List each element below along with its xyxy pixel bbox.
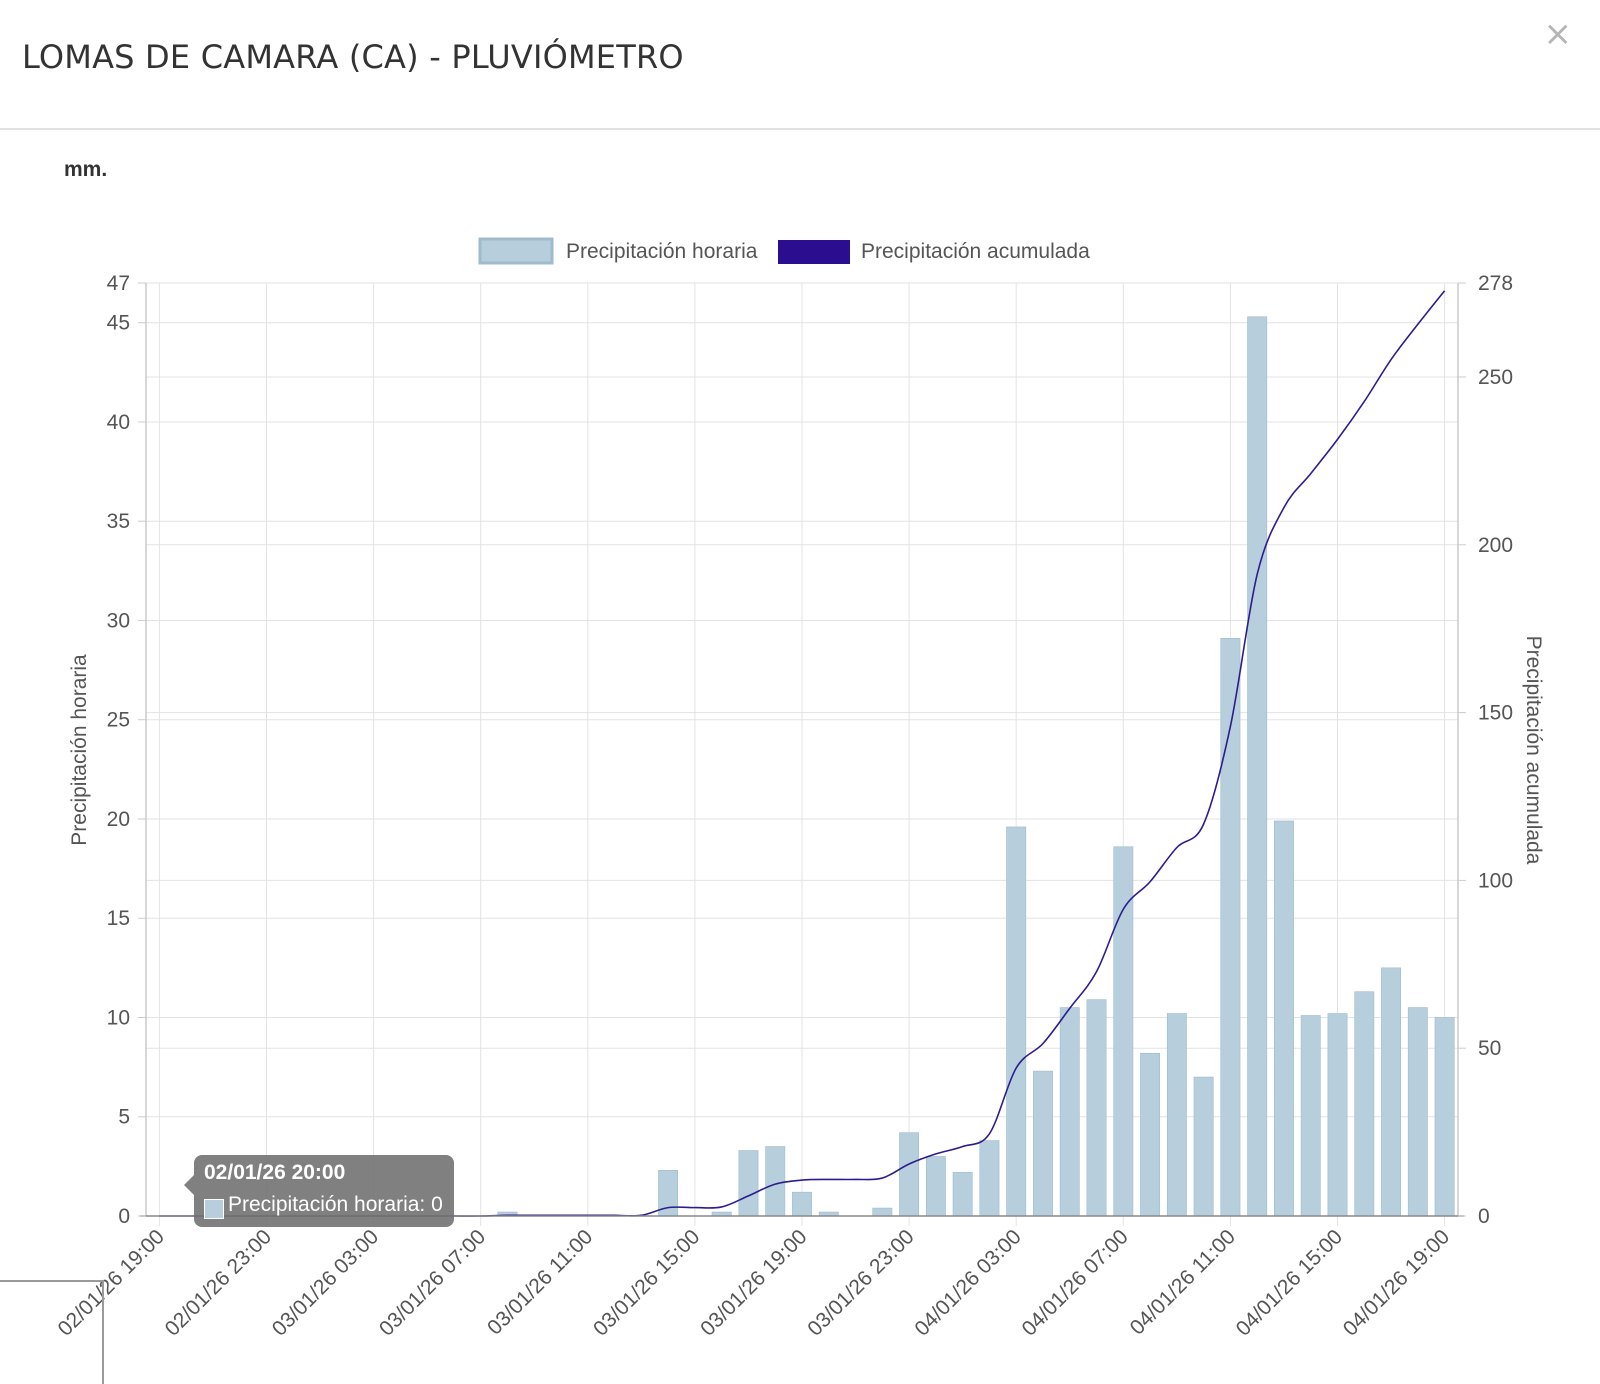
tooltip-swatch <box>204 1199 224 1219</box>
legend-label-horaria[interactable]: Precipitación horaria <box>566 240 758 263</box>
legend-swatch-horaria[interactable] <box>478 237 554 265</box>
x-tick-label: 04/01/26 11:00 <box>1126 1225 1240 1339</box>
y-tick-label-left: 0 <box>118 1205 130 1228</box>
bar[interactable] <box>1086 999 1107 1217</box>
y-tick-label-right: 150 <box>1478 702 1513 725</box>
chart-tooltip: 02/01/26 20:00 Precipitación horaria: 0 <box>184 1155 454 1227</box>
y-tick-label-left: 35 <box>107 510 130 533</box>
bar[interactable] <box>1006 826 1027 1217</box>
x-tick-label: 04/01/26 19:00 <box>1339 1225 1454 1340</box>
x-tick-label: 03/01/26 03:00 <box>268 1225 383 1340</box>
bars-series <box>497 316 1455 1217</box>
y-tick-label-left: 30 <box>107 609 130 632</box>
x-tick-label: 03/01/26 15:00 <box>589 1225 704 1340</box>
x-tick-label: 03/01/26 23:00 <box>803 1225 918 1340</box>
y-tick-label-left: 47 <box>107 272 130 295</box>
bar[interactable] <box>1300 1015 1321 1217</box>
tooltip-title: 02/01/26 20:00 <box>204 1161 346 1184</box>
bar[interactable] <box>1166 1013 1187 1217</box>
x-tick-label: 04/01/26 15:00 <box>1232 1225 1347 1340</box>
y-tick-label-left: 5 <box>118 1106 130 1129</box>
page-title: LOMAS DE CAMARA (CA) - PLUVIÓMETRO <box>22 38 684 76</box>
bar[interactable] <box>1247 316 1268 1217</box>
y-axis-title-left: Precipitación horaria <box>68 654 91 846</box>
bar[interactable] <box>1113 846 1134 1217</box>
y-axis-title-right: Precipitación acumulada <box>1522 636 1545 865</box>
y-tick-label-left: 40 <box>107 411 130 434</box>
x-tick-label: 03/01/26 11:00 <box>483 1225 597 1339</box>
bar[interactable] <box>952 1172 973 1217</box>
x-tick-label: 04/01/26 07:00 <box>1017 1225 1132 1340</box>
bar[interactable] <box>1434 1017 1455 1217</box>
y-tick-label-left: 25 <box>107 709 130 732</box>
x-tick-label: 04/01/26 03:00 <box>910 1225 1025 1340</box>
bar[interactable] <box>1354 991 1375 1217</box>
close-icon[interactable]: × <box>1543 14 1573 54</box>
bar[interactable] <box>925 1156 946 1217</box>
y-tick-label-right: 50 <box>1478 1037 1501 1060</box>
bar[interactable] <box>1059 1007 1080 1217</box>
bar[interactable] <box>738 1150 759 1217</box>
bar[interactable] <box>1274 820 1294 1217</box>
y-tick-label-right: 200 <box>1478 534 1513 557</box>
y-tick-label-left: 10 <box>107 1006 130 1029</box>
y-tick-label-right: 0 <box>1478 1205 1490 1228</box>
bar[interactable] <box>1140 1052 1161 1217</box>
bar[interactable] <box>792 1191 812 1217</box>
legend-label-acumulada[interactable]: Precipitación acumulada <box>861 240 1090 263</box>
unit-label: mm. <box>64 158 108 181</box>
bar[interactable] <box>765 1146 786 1217</box>
bar[interactable] <box>979 1140 1000 1217</box>
bar[interactable] <box>1193 1076 1214 1217</box>
legend[interactable]: Precipitación horaria Precipitación acum… <box>478 237 1090 265</box>
bar[interactable] <box>872 1207 893 1217</box>
y-tick-label-right: 278 <box>1478 272 1513 295</box>
bar[interactable] <box>899 1132 920 1217</box>
bar[interactable] <box>1381 967 1402 1217</box>
bar[interactable] <box>1327 1013 1348 1217</box>
y-tick-label-right: 250 <box>1478 366 1513 389</box>
x-tick-label: 03/01/26 19:00 <box>696 1225 811 1340</box>
x-tick-label: 03/01/26 07:00 <box>375 1225 490 1340</box>
y-tick-label-left: 20 <box>107 808 130 831</box>
y-tick-label-right: 100 <box>1478 869 1513 892</box>
legend-swatch-acumulada[interactable] <box>778 240 850 264</box>
x-tick-label: 02/01/26 23:00 <box>161 1225 276 1340</box>
modal-header: LOMAS DE CAMARA (CA) - PLUVIÓMETRO × <box>0 0 1600 130</box>
bar[interactable] <box>1407 1007 1428 1217</box>
bar[interactable] <box>1033 1070 1053 1217</box>
y-tick-label-left: 45 <box>107 312 130 335</box>
y-tick-label-left: 15 <box>107 907 130 930</box>
resize-corner <box>0 1280 104 1384</box>
tooltip-body: Precipitación horaria: 0 <box>228 1193 443 1216</box>
